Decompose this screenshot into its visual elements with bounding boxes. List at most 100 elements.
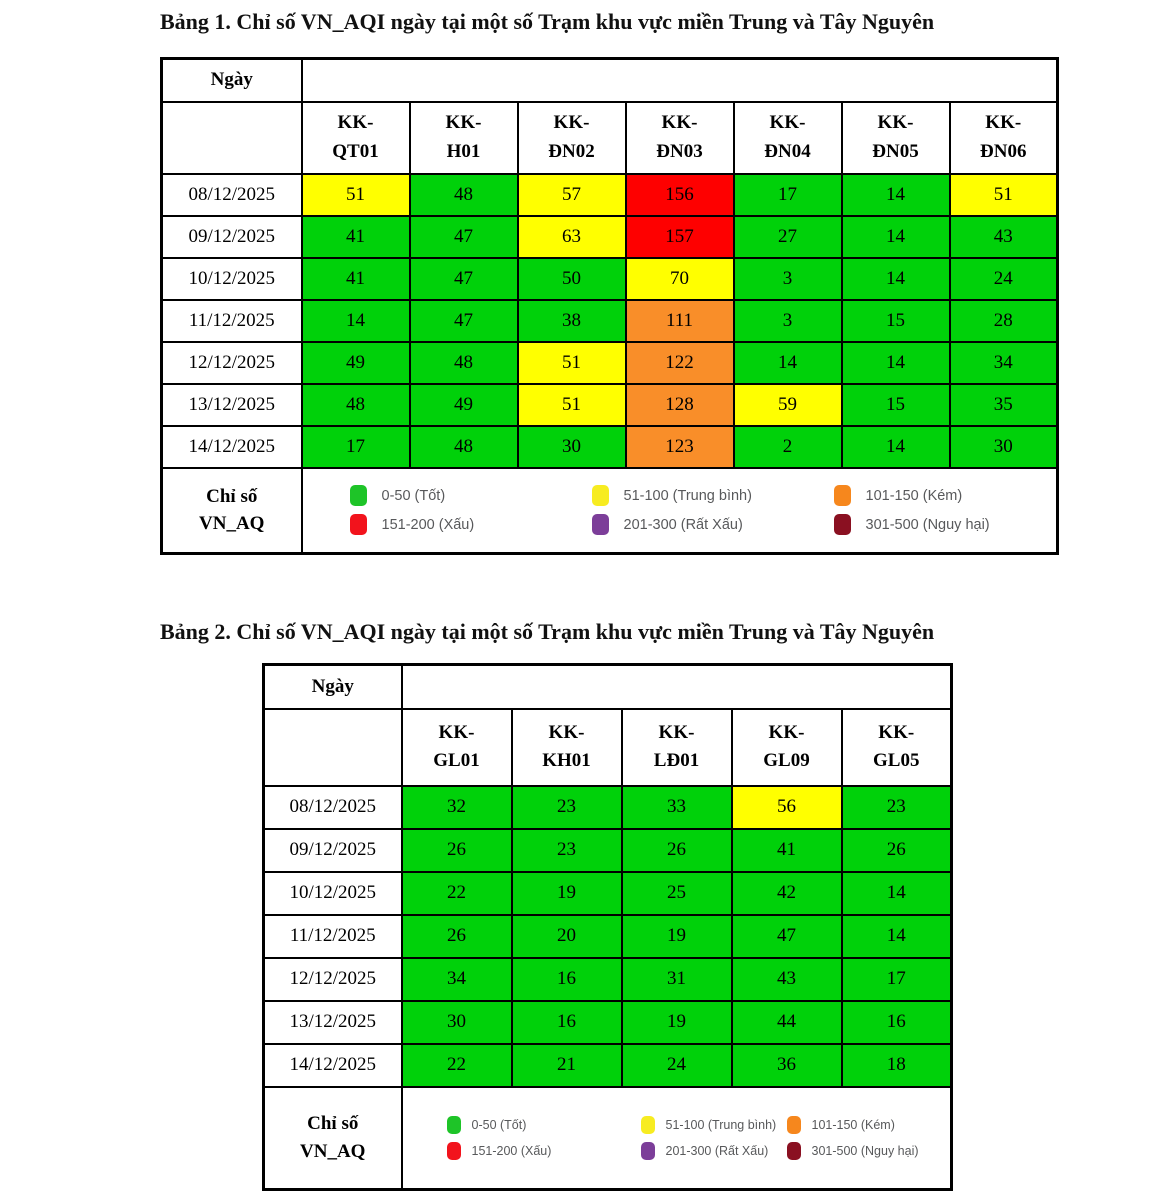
station-header-code: ĐN04 <box>764 140 811 162</box>
station-header: KK- ĐN04 <box>732 100 843 175</box>
station-header-code: GL05 <box>873 750 920 771</box>
station-header: KK- QT01 <box>300 100 411 175</box>
legend-color-swatch <box>786 1141 801 1160</box>
table-row: 12/12/2025 49 48 51 122 14 14 34 <box>160 340 1059 385</box>
aqi-value-cell: 17 <box>840 956 953 1002</box>
legend-range-label: 151-200 (Xấu) <box>381 516 475 533</box>
legend-range-label: 51-100 (Trung bình) <box>665 1117 777 1132</box>
header-row-top: Ngày <box>262 663 953 710</box>
aqi-table: Ngày KK- QT01 KK- H01 KK- ĐN02 KK- ĐN03 KK- ĐN04 KK… <box>160 57 1059 555</box>
date-cell: 10/12/2025 <box>262 870 403 916</box>
legend-color-swatch <box>446 1115 461 1134</box>
date-cell: 14/12/2025 <box>160 424 303 469</box>
table-row: 08/12/2025 51 48 57 156 17 14 51 <box>160 172 1059 217</box>
aqi-value-cell: 24 <box>620 1042 733 1088</box>
station-header: KK- KH01 <box>510 707 623 787</box>
legend-columns: 0-50 (Tốt) 151-200 (Xấu) 51-100 (Trung bìn… <box>404 1115 950 1160</box>
aqi-value-cell: 157 <box>624 214 735 259</box>
aqi-value-cell: 23 <box>510 827 623 873</box>
aqi-value-cell: 26 <box>620 827 733 873</box>
station-header-code: ĐN05 <box>872 140 919 162</box>
aqi-value-cell: 50 <box>516 256 627 301</box>
aqi-value-cell: 43 <box>730 956 843 1002</box>
legend-item: 51-100 (Trung bình) <box>591 485 834 507</box>
legend-range-label: 301-500 (Nguy hại) <box>865 516 990 533</box>
aqi-table: Ngày KK- GL01 KK- KH01 KK- LĐ01 KK- GL09 KK- GL05 0… <box>262 663 953 1191</box>
station-header-prefix: KK- <box>438 721 475 743</box>
legend-color-swatch <box>591 514 609 536</box>
legend-color-swatch <box>640 1115 655 1134</box>
legend-item: 151-200 (Xấu) <box>349 514 592 536</box>
aqi-value-cell: 59 <box>732 382 843 427</box>
aqi-value-cell: 41 <box>300 214 411 259</box>
aqi-value-cell: 14 <box>732 340 843 385</box>
aqi-value-cell: 48 <box>408 172 519 217</box>
table-row: 09/12/2025 26 23 26 41 26 <box>262 827 953 873</box>
blank-corner-cell <box>262 707 403 787</box>
legend-range-label: 101-150 (Kém) <box>811 1117 895 1132</box>
blank-corner-cell <box>160 100 303 175</box>
aqi-value-cell: 21 <box>510 1042 623 1088</box>
aqi-value-cell: 57 <box>516 172 627 217</box>
aqi-value-cell: 14 <box>840 424 951 469</box>
station-header-code: GL09 <box>763 750 810 771</box>
station-header: KK- ĐN03 <box>624 100 735 175</box>
aqi-value-cell: 2 <box>732 424 843 469</box>
aqi-value-cell: 23 <box>510 784 623 830</box>
aqi-value-cell: 70 <box>624 256 735 301</box>
station-header-code: ĐN06 <box>980 140 1027 162</box>
aqi-value-cell: 26 <box>400 827 513 873</box>
date-cell: 10/12/2025 <box>160 256 303 301</box>
station-header-prefix: KK- <box>553 112 590 133</box>
aqi-value-cell: 15 <box>840 382 951 427</box>
legend-area: 0-50 (Tốt) 151-200 (Xấu) 51-100 (Trung bìn… <box>300 466 1059 555</box>
station-header-prefix: KK- <box>548 721 585 743</box>
aqi-value-cell: 47 <box>730 913 843 959</box>
legend-item: 301-500 (Nguy hại) <box>786 1141 919 1160</box>
date-column-header: Ngày <box>160 57 303 103</box>
table1-caption: Bảng 1. Chỉ số VN_AQI ngày tại một số Tr… <box>160 9 935 34</box>
merged-empty-cell <box>300 57 1059 103</box>
table-row: 14/12/2025 17 48 30 123 2 14 30 <box>160 424 1059 469</box>
legend-area: 0-50 (Tốt) 151-200 (Xấu) 51-100 (Trung bìn… <box>400 1085 953 1191</box>
legend-color-swatch <box>446 1141 461 1160</box>
table-row: 12/12/2025 34 16 31 43 17 <box>262 956 953 1002</box>
station-header-code: QT01 <box>332 140 379 162</box>
legend-range-label: 0-50 (Tốt) <box>471 1117 527 1132</box>
aqi-value-cell: 25 <box>620 870 733 916</box>
merged-empty-cell <box>400 663 953 710</box>
aqi-value-cell: 3 <box>732 298 843 343</box>
aqi-value-cell: 22 <box>400 1042 513 1088</box>
legend-range-label: 201-300 (Rất Xấu) <box>665 1143 769 1158</box>
legend-columns: 0-50 (Tốt) 151-200 (Xấu) 51-100 (Trung bìn… <box>304 485 1056 536</box>
legend-row: Chỉ số VN_AQ 0-50 (Tốt) 151-200 (Xấu) 51-100… <box>262 1085 953 1191</box>
legend-label-line: Chỉ số <box>307 1113 359 1135</box>
date-cell: 14/12/2025 <box>262 1042 403 1088</box>
station-header-code: KH01 <box>542 750 591 771</box>
legend-label-line: Chỉ số <box>206 485 258 507</box>
aqi-value-cell: 51 <box>516 382 627 427</box>
aqi-value-cell: 23 <box>840 784 953 830</box>
legend-item: 201-300 (Rất Xấu) <box>640 1141 787 1160</box>
aqi-value-cell: 122 <box>624 340 735 385</box>
date-column-header: Ngày <box>262 663 403 710</box>
aqi-value-cell: 49 <box>408 382 519 427</box>
legend-label-line: VN_AQ <box>300 1140 366 1162</box>
aqi-value-cell: 48 <box>408 340 519 385</box>
station-header-prefix: KK- <box>445 112 482 133</box>
date-cell: 09/12/2025 <box>160 214 303 259</box>
legend-item: 0-50 (Tốt) <box>446 1115 641 1134</box>
station-header-prefix: KK- <box>877 112 914 133</box>
legend-range-label: 151-200 (Xấu) <box>471 1143 552 1158</box>
legend-label: Chỉ số VN_AQ <box>160 466 303 555</box>
date-cell: 12/12/2025 <box>262 956 403 1002</box>
aqi-value-cell: 22 <box>400 870 513 916</box>
legend-color-swatch <box>640 1141 655 1160</box>
legend-column: 0-50 (Tốt) 151-200 (Xấu) <box>446 1115 641 1160</box>
aqi-value-cell: 20 <box>510 913 623 959</box>
legend-column: 0-50 (Tốt) 151-200 (Xấu) <box>349 485 592 536</box>
header-row-top: Ngày <box>160 57 1059 103</box>
table-row: 13/12/2025 48 49 51 128 59 15 35 <box>160 382 1059 427</box>
aqi-value-cell: 34 <box>400 956 513 1002</box>
date-cell: 08/12/2025 <box>160 172 303 217</box>
